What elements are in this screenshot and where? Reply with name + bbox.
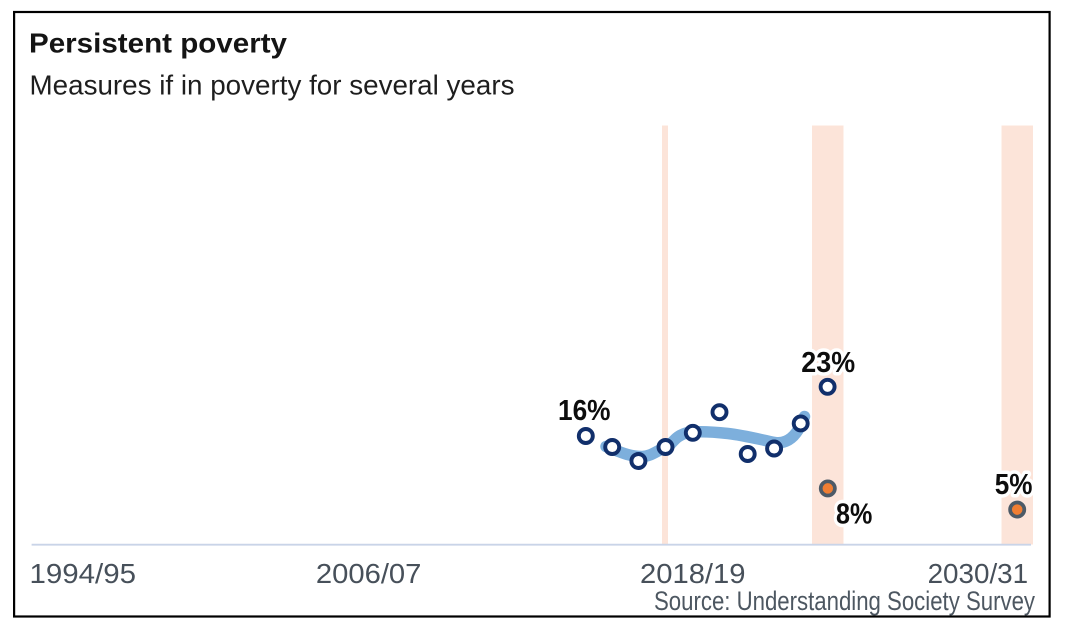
svg-text:1994/95: 1994/95	[30, 558, 137, 589]
svg-text:Source: Understanding Society: Source: Understanding Society Survey	[654, 586, 1035, 616]
svg-text:16%: 16%	[558, 395, 611, 427]
svg-text:2006/07: 2006/07	[316, 558, 422, 589]
svg-text:2018/19: 2018/19	[640, 558, 746, 589]
svg-text:2030/31: 2030/31	[928, 558, 1029, 589]
svg-text:Persistent poverty: Persistent poverty	[29, 28, 288, 59]
svg-text:8%: 8%	[836, 498, 872, 530]
svg-text:5%: 5%	[995, 469, 1033, 501]
svg-text:Measures if in poverty for sev: Measures if in poverty for several years	[30, 69, 515, 100]
svg-text:23%: 23%	[801, 347, 855, 379]
